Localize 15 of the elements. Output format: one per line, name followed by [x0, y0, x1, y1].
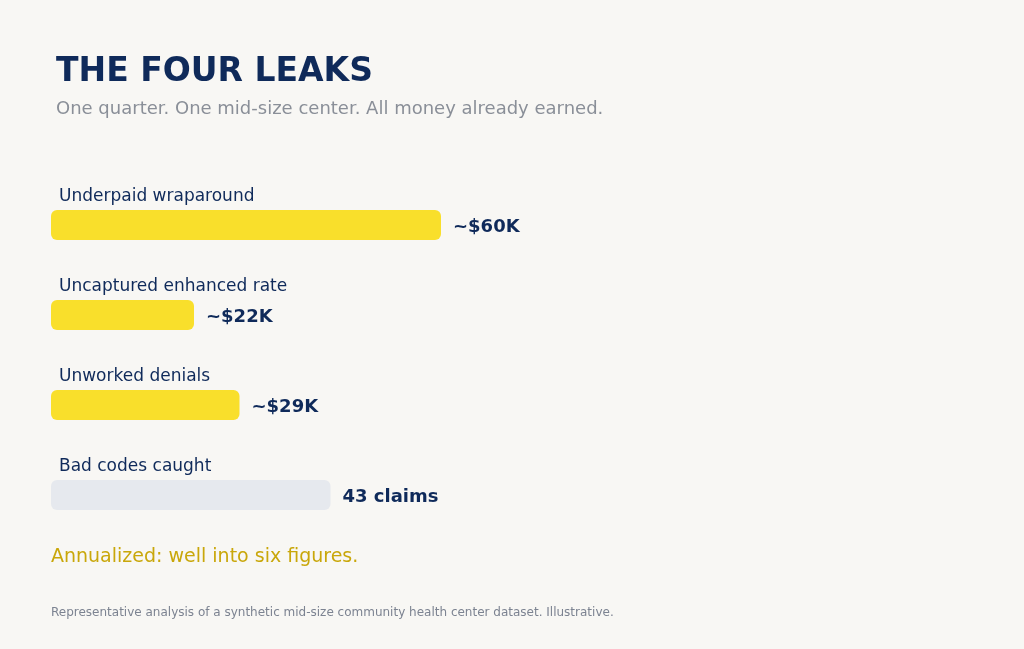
chart-subtitle: One quarter. One mid-size center. All money already earned.: [56, 96, 604, 118]
y-tick-label: Bad codes caught: [59, 454, 212, 475]
y-tick-label: Uncaptured enhanced rate: [59, 274, 288, 295]
data-label: ~$29K: [251, 394, 320, 416]
y-tick-label: Unworked denials: [59, 364, 211, 385]
data-label: ~$60K: [453, 214, 521, 236]
data-label: 43 claims: [342, 484, 439, 506]
bar: [51, 300, 194, 330]
y-tick-label: Underpaid wraparound: [59, 184, 255, 205]
bar: [51, 390, 240, 420]
text: Representative analysis of a synthetic mid-size community health center dataset. Illustrative.: [51, 605, 614, 619]
text: Annualized: well into six figures.: [51, 543, 359, 566]
chart-title: THE FOUR LEAKS: [56, 50, 373, 89]
bar: [51, 210, 441, 240]
data-label: ~$22K: [206, 304, 274, 326]
